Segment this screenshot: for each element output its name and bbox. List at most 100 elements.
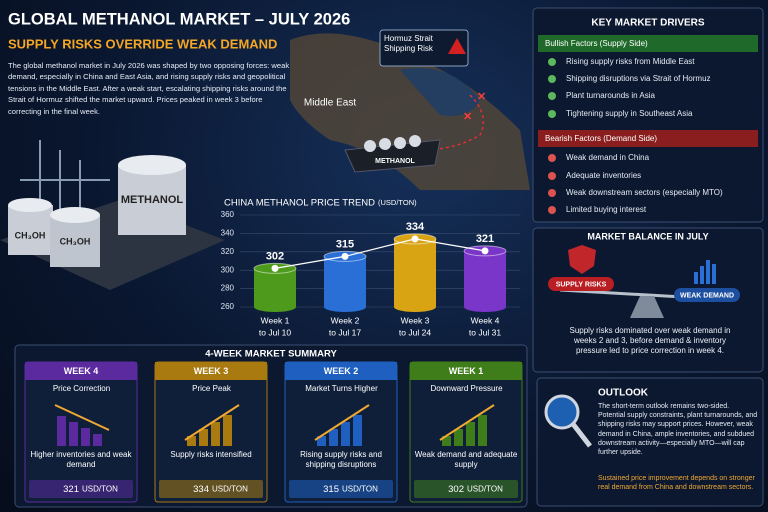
icon-bar — [211, 422, 220, 446]
icon-bar — [466, 422, 475, 446]
shield-icon — [568, 245, 596, 274]
ship-tanks — [364, 135, 421, 152]
summary-panel — [14, 344, 528, 508]
outlook-title: OUTLOOK — [598, 388, 649, 399]
shipping-route — [419, 94, 485, 151]
card-text: Supply risks intensified — [170, 450, 252, 459]
bar — [464, 250, 506, 307]
icon-bar — [317, 436, 326, 446]
card-header — [155, 362, 267, 380]
trend-point — [341, 252, 349, 260]
callout-text: Hormuz Strait Shipping Risk — [384, 34, 433, 53]
tank-top — [118, 155, 186, 175]
price-box — [159, 480, 263, 498]
icon-bar — [454, 429, 463, 446]
y-tick-label: 320 — [221, 247, 235, 256]
supply-label: SUPPLY RISKS — [556, 281, 607, 288]
chart-title: CHINA METHANOL PRICE TREND — [224, 198, 375, 209]
trend-point — [411, 235, 419, 243]
driver-item: Tightening supply in Southeast Asia — [566, 109, 693, 118]
card-header — [410, 362, 522, 380]
intro: The global methanol market in July 2026 … — [8, 61, 290, 116]
icon-bar — [329, 429, 338, 446]
driver-icon — [548, 92, 556, 100]
card-title: Price Peak — [192, 384, 231, 393]
x-tick-sublabel: to Jul 10 — [259, 327, 291, 337]
risk-mark: ✕ — [463, 111, 472, 123]
driver-icon — [548, 58, 556, 66]
card-price: 302 — [448, 484, 464, 495]
magnifier-icon — [544, 394, 580, 430]
drivers-title: KEY MARKET DRIVERS — [591, 18, 704, 29]
x-tick-sublabel: to Jul 31 — [469, 327, 501, 337]
x-tick-sublabel: to Jul 17 — [329, 327, 361, 337]
icon-bar — [353, 415, 362, 446]
bullish-header — [538, 35, 758, 52]
card-week: WEEK 3 — [194, 366, 229, 376]
price-box — [289, 480, 393, 498]
outlook-text: The short-term outlook remains two-sided… — [598, 403, 758, 457]
y-tick-label: 280 — [221, 284, 235, 293]
bullish-title: Bullish Factors (Supply Side) — [545, 39, 648, 48]
card-text: Higher inventories and weak demand — [30, 450, 132, 469]
outlook-panel — [536, 377, 764, 507]
callout: Hormuz Strait Shipping Risk — [384, 34, 433, 53]
y-tick-label: 360 — [221, 210, 235, 219]
card-unit: USD/TON — [342, 485, 378, 494]
icon-bar — [199, 429, 208, 446]
tank-top — [50, 207, 100, 223]
tank-label: CH₃OH — [15, 230, 46, 240]
value-label: 334 — [406, 221, 425, 233]
chart-unit: (USD/TON) — [378, 198, 417, 207]
value-label: 302 — [266, 250, 284, 262]
driver-icon — [548, 154, 556, 162]
tank — [50, 215, 100, 267]
driver-icon — [548, 189, 556, 197]
trend-point — [271, 264, 279, 272]
driver-item: Limited buying interest — [566, 205, 647, 214]
tank-label: CH₃OH — [60, 236, 91, 246]
demand-label: WEAK DEMAND — [680, 292, 734, 299]
bar-base — [324, 302, 366, 312]
card-price: 321 — [63, 484, 79, 495]
icon-bar — [341, 422, 350, 446]
bar — [324, 256, 366, 307]
trend-line — [274, 238, 486, 269]
magnifier-handle — [571, 422, 592, 448]
y-tick-label: 340 — [221, 229, 235, 238]
risk-mark: ✕ — [477, 91, 486, 103]
y-tick-label: 260 — [221, 302, 235, 311]
icon-arrow — [314, 404, 370, 441]
tank — [118, 165, 186, 235]
driver-icon — [548, 75, 556, 83]
tank-top — [8, 198, 52, 212]
card-unit: USD/TON — [467, 485, 503, 494]
tank-label: METHANOL — [121, 194, 184, 206]
driver-item: Plant turnarounds in Asia — [566, 91, 655, 100]
value-label: 315 — [336, 238, 354, 250]
icon-arrow — [54, 404, 110, 431]
icon-bar — [187, 436, 196, 446]
map-sea — [400, 68, 480, 116]
outlook-note: Sustained price improvement depends on s… — [598, 475, 755, 492]
driver-item: Shipping disruptions via Strait of Hormu… — [566, 74, 711, 83]
value-label: 321 — [476, 233, 494, 245]
driver-item: Rising supply risks from Middle East — [566, 57, 695, 66]
bar-base — [464, 302, 506, 312]
icon-bar — [442, 436, 451, 446]
demand-pill — [674, 288, 740, 302]
card-unit: USD/TON — [82, 485, 118, 494]
driver-icon — [548, 206, 556, 214]
card-header — [285, 362, 397, 380]
x-tick-sublabel: to Jul 24 — [399, 327, 431, 337]
x-tick-label: Week 3 — [401, 315, 430, 325]
bar-base — [254, 302, 296, 312]
icon-bar — [81, 428, 90, 446]
icon-bar — [223, 415, 232, 446]
icon-bar — [69, 422, 78, 446]
card-week: WEEK 2 — [324, 366, 359, 376]
icon-arrow — [184, 404, 240, 441]
bar-base — [394, 302, 436, 312]
bearish-header — [538, 130, 758, 147]
